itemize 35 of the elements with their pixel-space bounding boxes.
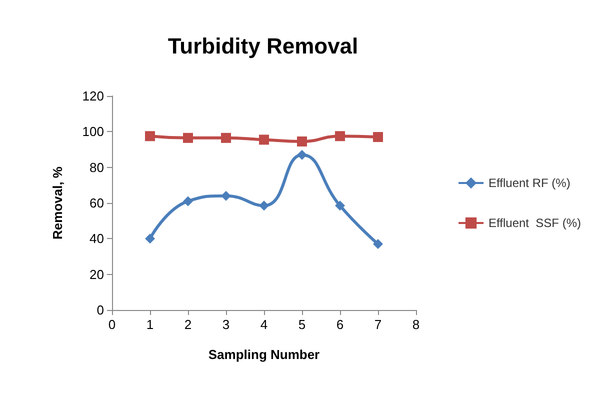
- x-axis-title: Sampling Number: [208, 347, 320, 362]
- point: [335, 131, 345, 142]
- point: [259, 134, 269, 145]
- x-tick-label: 2: [184, 317, 192, 332]
- point: [221, 132, 231, 143]
- point: [297, 150, 307, 160]
- y-tick-label: 100: [82, 124, 104, 140]
- x-tick-label: 4: [260, 317, 268, 332]
- point: [373, 239, 383, 250]
- x-tick-label: 7: [374, 317, 382, 332]
- y-tick-label: 60: [90, 196, 104, 210]
- point: [183, 196, 193, 206]
- y-axis-title: Removal, %: [50, 166, 65, 240]
- point: [373, 132, 383, 142]
- x-tick-label: 0: [108, 317, 116, 332]
- point: [259, 200, 269, 211]
- chart-title: Turbidity Removal: [168, 34, 358, 58]
- point: [183, 132, 193, 143]
- legend-label: Effluent SSF (%): [488, 216, 582, 230]
- point: [145, 131, 155, 142]
- point: [145, 234, 155, 244]
- point: [335, 200, 345, 211]
- legend-label: Effluent RF (%): [488, 176, 570, 190]
- y-tick-label: 80: [90, 160, 104, 175]
- x-tick-label: 6: [336, 317, 344, 332]
- y-tick-label: 40: [90, 231, 104, 246]
- y-tick-label: 0: [96, 302, 104, 318]
- x-tick-label: 3: [222, 317, 230, 332]
- y-tick-label: 20: [90, 266, 104, 282]
- x-tick-label: 8: [412, 317, 420, 332]
- y-tick-label: 120: [82, 88, 104, 104]
- point: [221, 190, 231, 201]
- point: [297, 136, 307, 146]
- x-tick-label: 5: [298, 317, 306, 332]
- x-tick-label: 1: [146, 317, 154, 332]
